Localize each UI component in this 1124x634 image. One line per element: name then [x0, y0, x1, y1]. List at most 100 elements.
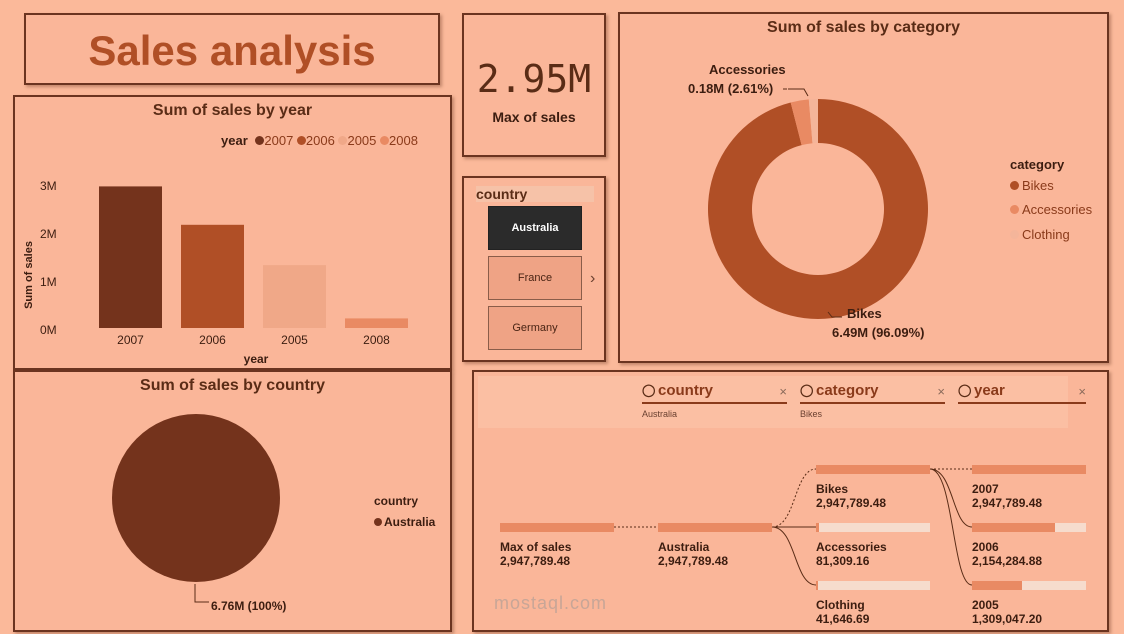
y-axis-label: Sum of sales — [23, 241, 35, 309]
legend-label: Accessories — [1022, 202, 1093, 217]
pie-slice-australia[interactable] — [112, 414, 280, 582]
legend-item-2008[interactable]: 2008 — [380, 133, 418, 148]
legend-item-bikes[interactable]: Bikes — [1010, 178, 1054, 193]
donut-slice-bikes[interactable] — [708, 99, 928, 320]
legend-label: 2005 — [347, 133, 377, 148]
slicer-title: country — [476, 186, 594, 202]
decomp-header-sub: Bikes — [800, 409, 823, 419]
donut-label-bikes-value: 6.49M (96.09%) — [832, 325, 925, 340]
decomp-node-root[interactable]: Max of sales 2,947,789.48 — [500, 523, 614, 568]
donut-slice-clothing[interactable] — [808, 99, 818, 144]
node-value: 41,646.69 — [816, 612, 870, 626]
donut-slice-accessories[interactable] — [790, 99, 813, 146]
y-tick-label: 3M — [40, 179, 57, 193]
donut-label-accessories-value: 0.18M (2.61%) — [688, 81, 774, 96]
close-icon[interactable]: × — [779, 384, 787, 399]
bar-2007[interactable] — [99, 186, 162, 328]
country-pie-chart — [112, 414, 280, 603]
decomp-node-2005[interactable]: 2005 1,309,047.20 — [972, 581, 1086, 626]
legend-item-2007[interactable]: 2007 — [255, 133, 293, 148]
decomp-header-category[interactable]: ◯ category × Bikes — [800, 382, 945, 419]
node-value: 2,154,284.88 — [972, 554, 1043, 568]
slicer-item-germany[interactable]: Germany — [488, 306, 582, 350]
legend-dot-icon — [296, 136, 306, 145]
node-value: 2,947,789.48 — [972, 496, 1043, 510]
legend-label: Bikes — [1022, 178, 1054, 193]
legend-label: 2007 — [264, 133, 294, 148]
close-icon[interactable]: × — [1078, 384, 1086, 399]
year-chart-panel: Sum of sales by year year 2007 2006 2005… — [13, 95, 452, 370]
title-card: Sales analysis — [24, 13, 440, 85]
decomp-header-label: country — [658, 382, 714, 399]
pie-label-value: 6.76M (100%) — [211, 599, 287, 613]
node-label: 2006 — [972, 540, 999, 554]
decomp-node-clothing[interactable]: Clothing 41,646.69 — [816, 581, 930, 626]
legend-dot-icon — [380, 136, 390, 145]
slicer-item-france[interactable]: France — [488, 256, 582, 300]
legend-dot-icon — [1010, 230, 1019, 239]
legend-dot-icon — [1010, 205, 1019, 214]
x-tick-label: 2006 — [199, 333, 226, 347]
decomp-header-sub: Australia — [642, 409, 678, 419]
decomp-header-label: year — [974, 382, 1005, 399]
bar-2005[interactable] — [263, 265, 326, 328]
lightbulb-icon[interactable]: ◯ — [642, 383, 656, 397]
legend-label: Australia — [384, 515, 436, 529]
kpi-label: Max of sales — [492, 109, 576, 125]
decomp-header-year[interactable]: ◯ year × — [958, 382, 1086, 409]
category-donut-chart — [708, 88, 928, 320]
node-value: 81,309.16 — [816, 554, 870, 568]
x-tick-label: 2008 — [363, 333, 390, 347]
node-value: 2,947,789.48 — [658, 554, 729, 568]
donut-label-bikes-name: Bikes — [847, 306, 882, 321]
decomp-node-accessories[interactable]: Accessories 81,309.16 — [816, 523, 930, 568]
decomp-node-australia[interactable]: Australia 2,947,789.48 — [658, 523, 772, 568]
category-chart-panel: Sum of sales by category Accessories 0.1… — [618, 12, 1109, 363]
kpi-value: 2.95M — [476, 57, 592, 101]
lightbulb-icon[interactable]: ◯ — [958, 383, 972, 397]
chevron-right-icon[interactable]: › — [590, 270, 596, 287]
y-tick-label: 2M — [40, 227, 57, 241]
close-icon[interactable]: × — [937, 384, 945, 399]
x-tick-label: 2007 — [117, 333, 144, 347]
decomp-node-bikes[interactable]: Bikes 2,947,789.48 — [816, 465, 930, 510]
legend-item-clothing[interactable]: Clothing — [1010, 227, 1070, 242]
donut-label-accessories-name: Accessories — [709, 62, 786, 77]
node-value: 2,947,789.48 — [500, 554, 571, 568]
year-chart-title: Sum of sales by year — [152, 102, 313, 119]
decomp-node-2006[interactable]: 2006 2,154,284.88 — [972, 523, 1086, 568]
country-legend-title: country — [374, 494, 419, 508]
node-label: Accessories — [816, 540, 887, 554]
decomp-header-country[interactable]: ◯ country × Australia — [642, 382, 787, 419]
kpi-card: 2.95M Max of sales — [462, 13, 606, 157]
legend-dot-icon — [374, 518, 382, 526]
legend-item-australia[interactable]: Australia — [374, 515, 435, 529]
bar-2006[interactable] — [181, 224, 244, 328]
decomp-node-2007[interactable]: 2007 2,947,789.48 — [972, 465, 1086, 510]
country-chart-panel: Sum of sales by country 6.76M (100%) cou… — [13, 370, 452, 632]
legend-dot-icon — [1010, 181, 1019, 190]
decomp-header-label: category — [816, 382, 879, 399]
country-chart-title: Sum of sales by country — [140, 377, 325, 394]
x-tick-label: 2005 — [281, 333, 308, 347]
x-axis-label: year — [244, 352, 269, 366]
y-tick-label: 0M — [40, 323, 57, 337]
legend-dot-icon — [338, 136, 348, 145]
legend-item-2006[interactable]: 2006 — [296, 133, 335, 148]
node-label: Bikes — [816, 482, 849, 496]
legend-label: Clothing — [1022, 227, 1070, 242]
node-label: 2007 — [972, 482, 999, 496]
category-chart-title: Sum of sales by category — [767, 19, 960, 36]
page-title: Sales analysis — [88, 27, 376, 74]
bar-2008[interactable] — [345, 318, 408, 328]
lightbulb-icon[interactable]: ◯ — [800, 383, 814, 397]
legend-item-accessories[interactable]: Accessories — [1010, 202, 1092, 217]
year-bar-chart: Sum of sales 3M 2M 1M 0M 2007 2006 2005 200… — [23, 179, 408, 366]
node-label: Clothing — [816, 598, 865, 612]
slicer-item-australia[interactable]: Australia — [488, 206, 582, 250]
legend-item-2005[interactable]: 2005 — [338, 133, 376, 148]
y-tick-label: 1M — [40, 275, 57, 289]
legend-label: 2006 — [305, 133, 335, 148]
node-label: Max of sales — [500, 540, 572, 554]
year-legend: year 2007 2006 2005 2008 — [221, 133, 418, 148]
